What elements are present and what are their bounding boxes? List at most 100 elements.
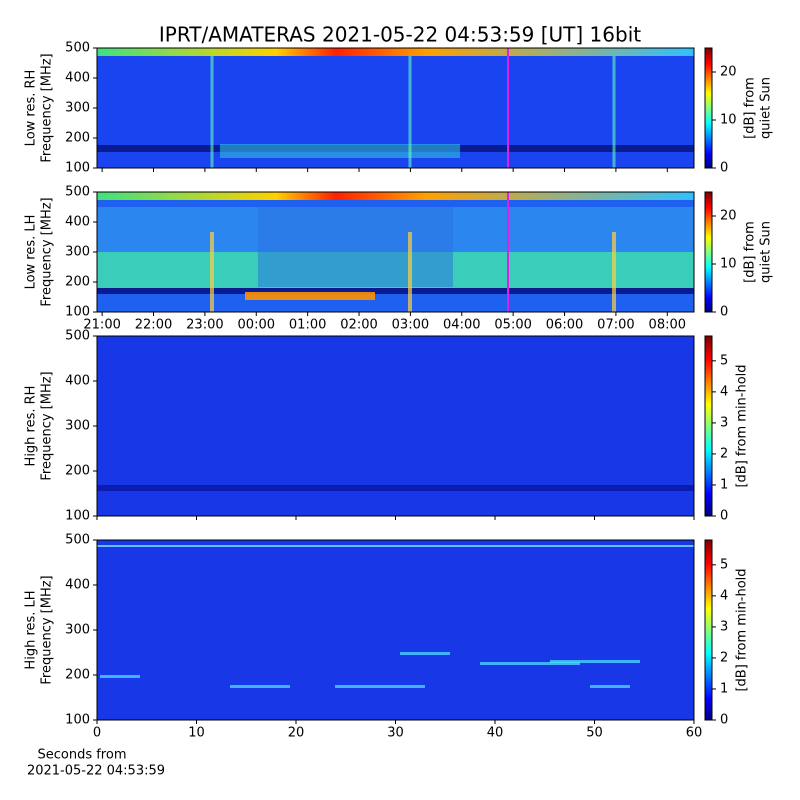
y-tick-label: 200 bbox=[65, 131, 90, 146]
colorbar-label: [dB] from bbox=[743, 77, 758, 139]
y-axis-label: High res. LH bbox=[24, 590, 39, 669]
x-tick-label: 30 bbox=[387, 726, 404, 741]
spectrogram-burst bbox=[230, 685, 290, 688]
x-tick-label: 22:00 bbox=[135, 318, 172, 333]
spectrogram-burst bbox=[210, 56, 214, 168]
spectrogram-burst bbox=[210, 232, 214, 312]
x-tick-label: 20 bbox=[288, 726, 305, 741]
colorbar-tick-label: 20 bbox=[720, 65, 737, 80]
spectrogram-band bbox=[220, 144, 460, 158]
y-tick-label: 300 bbox=[65, 245, 90, 260]
spectrogram-burst bbox=[100, 675, 140, 678]
spectrogram-burst bbox=[550, 660, 640, 663]
y-tick-label: 200 bbox=[65, 668, 90, 683]
colorbar-label: [dB] from bbox=[743, 221, 758, 283]
x-tick-label: 04:00 bbox=[443, 318, 480, 333]
y-tick-label: 400 bbox=[65, 71, 90, 86]
spectrogram-burst bbox=[408, 56, 412, 168]
x-tick-label: 21:00 bbox=[83, 318, 120, 333]
colorbar-tick-label: 4 bbox=[720, 384, 728, 399]
colorbar-tick-label: 0 bbox=[720, 161, 728, 176]
x-tick-label: 08:00 bbox=[649, 318, 686, 333]
colorbar-tick-label: 10 bbox=[720, 113, 737, 128]
y-tick-label: 100 bbox=[65, 713, 90, 728]
spectrogram bbox=[97, 540, 694, 720]
colorbar-tick-label: 0 bbox=[720, 713, 728, 728]
x-tick-label: 02:00 bbox=[340, 318, 377, 333]
y-tick-label: 500 bbox=[65, 329, 90, 344]
x-tick-label: 07:00 bbox=[597, 318, 634, 333]
y-tick-label: 200 bbox=[65, 275, 90, 290]
colorbar-tick-label: 10 bbox=[720, 257, 737, 272]
spectrogram-band bbox=[97, 545, 694, 547]
colorbar-label: [dB] from min-hold bbox=[735, 364, 750, 487]
spectrogram-burst bbox=[590, 685, 630, 688]
x-tick-label: 10 bbox=[188, 726, 205, 741]
y-tick-label: 300 bbox=[65, 101, 90, 116]
y-tick-label: 500 bbox=[65, 533, 90, 548]
colorbar bbox=[704, 539, 713, 721]
colorbar-label: quiet Sun bbox=[759, 221, 774, 283]
spectrogram-burst bbox=[335, 685, 425, 688]
colorbar-tick-label: 4 bbox=[720, 588, 728, 603]
y-axis-label: Frequency [MHz] bbox=[40, 53, 55, 162]
y-tick-label: 100 bbox=[65, 509, 90, 524]
y-axis-label: Frequency [MHz] bbox=[40, 575, 55, 684]
x-tick-label: 40 bbox=[487, 726, 504, 741]
y-tick-label: 300 bbox=[65, 623, 90, 638]
spectrogram-band bbox=[97, 288, 694, 294]
colorbar-tick-label: 20 bbox=[720, 209, 737, 224]
x-tick-label: 00:00 bbox=[238, 318, 275, 333]
colorbar-tick-label: 0 bbox=[720, 509, 728, 524]
spectrogram-band bbox=[97, 48, 694, 56]
colorbar bbox=[704, 47, 713, 169]
y-tick-label: 500 bbox=[65, 185, 90, 200]
colorbar-tick-label: 3 bbox=[720, 619, 728, 634]
y-tick-label: 500 bbox=[65, 41, 90, 56]
y-tick-label: 200 bbox=[65, 464, 90, 479]
colorbar-tick-label: 0 bbox=[720, 305, 728, 320]
colorbar-tick-label: 2 bbox=[720, 446, 728, 461]
colorbar-tick-label: 5 bbox=[720, 353, 728, 368]
colorbar-tick-label: 2 bbox=[720, 650, 728, 665]
x-tick-label: 50 bbox=[586, 726, 603, 741]
y-tick-label: 400 bbox=[65, 215, 90, 230]
x-axis-label: 2021-05-22 04:53:59 bbox=[27, 764, 165, 779]
x-tick-label: 60 bbox=[686, 726, 703, 741]
y-tick-label: 400 bbox=[65, 374, 90, 389]
x-tick-label: 03:00 bbox=[392, 318, 429, 333]
spectrogram-burst bbox=[408, 232, 412, 312]
y-tick-label: 100 bbox=[65, 305, 90, 320]
colorbar-label: [dB] from min-hold bbox=[735, 568, 750, 691]
y-axis-label: Low res. RH bbox=[24, 70, 39, 147]
colorbar-tick-label: 1 bbox=[720, 681, 728, 696]
x-axis-label: Seconds from bbox=[37, 748, 126, 763]
y-axis-label: Frequency [MHz] bbox=[40, 197, 55, 306]
colorbar-tick-label: 3 bbox=[720, 415, 728, 430]
x-tick-label: 0 bbox=[93, 726, 101, 741]
colorbar bbox=[704, 335, 713, 517]
spectrogram-burst bbox=[612, 232, 616, 312]
y-axis-label: High res. RH bbox=[24, 386, 39, 467]
x-tick-label: 01:00 bbox=[289, 318, 326, 333]
colorbar-tick-label: 5 bbox=[720, 557, 728, 572]
spectrogram-burst bbox=[480, 662, 580, 665]
spectrogram-band bbox=[97, 192, 694, 200]
spectrogram-band bbox=[245, 292, 375, 300]
chart-title: IPRT/AMATERAS 2021-05-22 04:53:59 [UT] 1… bbox=[159, 23, 641, 47]
spectrogram-band bbox=[258, 207, 453, 287]
y-tick-label: 100 bbox=[65, 161, 90, 176]
spectrogram-burst bbox=[400, 652, 450, 655]
x-tick-label: 23:00 bbox=[186, 318, 223, 333]
y-tick-label: 300 bbox=[65, 419, 90, 434]
y-axis-label: Frequency [MHz] bbox=[40, 371, 55, 480]
y-tick-label: 400 bbox=[65, 578, 90, 593]
y-axis-label: Low res. LH bbox=[24, 215, 39, 290]
spectrogram-band bbox=[97, 485, 694, 491]
colorbar-label: quiet Sun bbox=[759, 77, 774, 139]
spectrogram-burst bbox=[612, 56, 616, 168]
x-tick-label: 05:00 bbox=[494, 318, 531, 333]
colorbar bbox=[704, 191, 713, 313]
x-tick-label: 06:00 bbox=[546, 318, 583, 333]
